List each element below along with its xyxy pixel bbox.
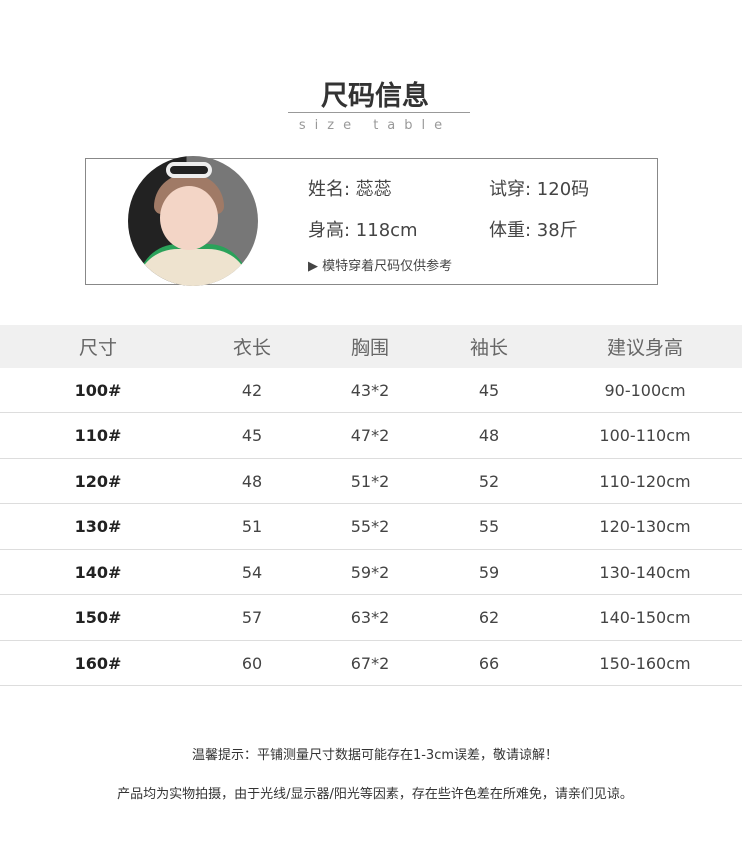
table-cell: 150-160cm (599, 653, 691, 673)
table-cell: 150# (74, 608, 122, 627)
table-cell: 110-120cm (599, 471, 691, 491)
model-weight: 体重: 38斤 (489, 220, 578, 241)
table-row: 140# 54 59*2 59 130-140cm (0, 550, 742, 595)
column-header: 胸围 (350, 337, 390, 359)
table-cell: 130-140cm (599, 562, 691, 582)
table-cell: 110# (74, 426, 122, 445)
table-row: 160# 60 67*2 66 150-160cm (0, 641, 742, 686)
table-cell: 59*2 (350, 562, 390, 582)
model-avatar (128, 156, 258, 286)
page-title: 尺码信息 (321, 81, 429, 112)
page-subtitle: size table (298, 118, 452, 133)
model-info-card: 姓名: 蕊蕊 试穿: 120码 身高: 118cm 体重: 38斤 ▶ 模特穿着… (85, 156, 658, 286)
title-divider (288, 112, 470, 113)
table-cell: 120# (74, 471, 122, 491)
table-cell: 66 (478, 653, 500, 673)
table-cell: 90-100cm (604, 380, 686, 400)
table-row: 110# 45 47*2 48 100-110cm (0, 414, 742, 459)
table-cell: 52 (478, 471, 500, 491)
table-row: 130# 51 55*2 55 120-130cm (0, 505, 742, 550)
table-cell: 57 (241, 608, 263, 627)
column-header: 尺寸 (78, 337, 118, 359)
table-cell: 63*2 (350, 608, 390, 627)
table-row: 120# 48 51*2 52 110-120cm (0, 459, 742, 504)
table-cell: 60 (241, 653, 263, 673)
model-note: ▶ 模特穿着尺码仅供参考 (308, 259, 453, 274)
table-cell: 59 (478, 562, 500, 582)
table-cell: 54 (241, 562, 263, 582)
column-header: 袖长 (469, 337, 509, 359)
table-cell: 43*2 (350, 380, 390, 400)
table-cell: 42 (241, 380, 263, 400)
measurement-tip: 温馨提示：平铺测量尺寸数据可能存在1-3cm误差，敬请谅解！ (191, 748, 559, 763)
table-cell: 55*2 (350, 517, 390, 536)
table-cell: 47*2 (350, 426, 390, 445)
table-cell: 100# (74, 380, 122, 400)
table-cell: 48 (478, 426, 500, 445)
table-cell: 55 (478, 517, 500, 536)
model-try-size: 试穿: 120码 (489, 179, 590, 200)
color-disclaimer: 产品均为实物拍摄，由于光线/显示器/阳光等因素，存在些许色差在所难免，请亲们见谅… (117, 787, 633, 802)
table-cell: 120-130cm (599, 517, 691, 536)
table-row: 150# 57 63*2 62 140-150cm (0, 596, 742, 641)
table-cell: 160# (74, 653, 122, 673)
table-cell: 48 (241, 471, 263, 491)
table-cell: 45 (478, 380, 500, 400)
table-header: 尺寸 衣长 胸围 袖长 建议身高 (0, 325, 742, 368)
table-cell: 140# (74, 562, 122, 582)
table-cell: 45 (241, 426, 263, 445)
table-cell: 67*2 (350, 653, 390, 673)
table-row: 100# 42 43*2 45 90-100cm (0, 368, 742, 413)
table-cell: 62 (478, 608, 500, 627)
table-cell: 51 (241, 517, 263, 536)
model-name: 姓名: 蕊蕊 (308, 179, 392, 200)
table-cell: 100-110cm (599, 426, 691, 445)
table-cell: 140-150cm (599, 608, 691, 627)
table-cell: 130# (74, 517, 122, 536)
model-height: 身高: 118cm (308, 220, 418, 241)
column-header: 衣长 (232, 337, 272, 359)
column-header: 建议身高 (606, 337, 684, 359)
table-cell: 51*2 (350, 471, 390, 491)
